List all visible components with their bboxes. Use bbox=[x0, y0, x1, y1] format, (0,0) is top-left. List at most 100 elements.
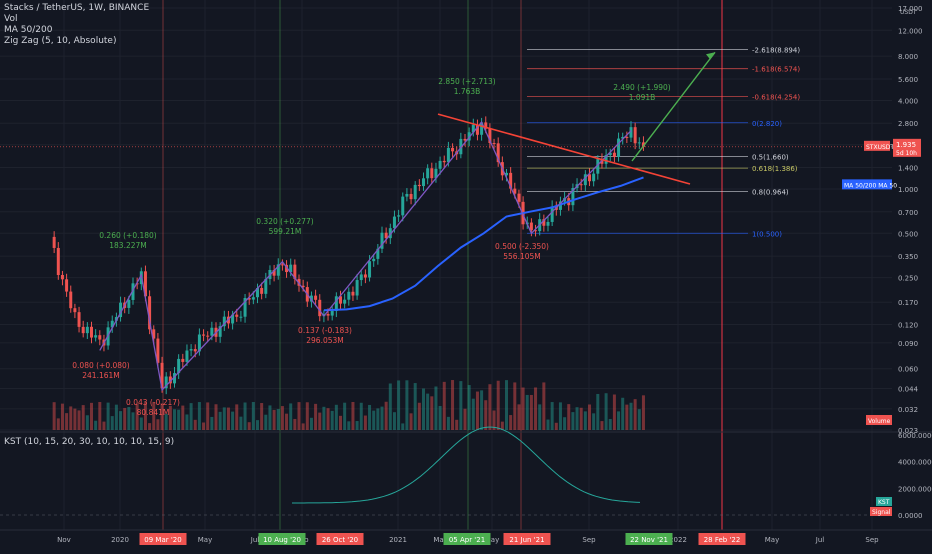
volume-bar bbox=[446, 416, 450, 430]
volume-bar bbox=[583, 411, 587, 430]
volume-bar bbox=[297, 402, 301, 430]
volume-bar bbox=[467, 385, 471, 430]
price-tick: 0.090 bbox=[898, 340, 918, 348]
volume-bar bbox=[513, 382, 517, 430]
vol-indicator-label[interactable]: Vol bbox=[4, 14, 18, 24]
zigzag-label-volume: 1.091B bbox=[629, 93, 656, 102]
candle-body bbox=[81, 326, 85, 334]
candle-body bbox=[492, 143, 496, 145]
date-badge-bg bbox=[503, 533, 551, 545]
date-badge-bg bbox=[258, 533, 306, 545]
fib-level-label: 1(0.500) bbox=[752, 230, 782, 238]
volume-bar bbox=[550, 402, 554, 430]
volume-badge: Volume bbox=[868, 418, 891, 425]
zigzag-label-volume: 599.21M bbox=[269, 227, 302, 236]
kst-line bbox=[292, 426, 641, 504]
price-tick: 0.350 bbox=[898, 253, 918, 261]
volume-bar bbox=[588, 404, 591, 430]
candle-body bbox=[330, 311, 334, 316]
volume-bar bbox=[131, 412, 135, 430]
volume-bar bbox=[106, 402, 110, 430]
candle-body bbox=[218, 326, 222, 337]
candle-body bbox=[480, 122, 484, 135]
candle-body bbox=[347, 291, 351, 300]
volume-bar bbox=[289, 403, 293, 430]
volume-bar bbox=[330, 410, 334, 430]
price-tick: 0.023 bbox=[898, 427, 918, 435]
candle-body bbox=[392, 216, 396, 229]
candle-body bbox=[164, 376, 168, 389]
price-tick: 0.170 bbox=[898, 299, 918, 307]
kst-indicator-label[interactable]: KST (10, 15, 20, 30, 10, 10, 10, 15, 9) bbox=[4, 437, 175, 447]
volume-bar bbox=[451, 380, 455, 430]
volume-bar bbox=[359, 402, 363, 430]
candle-body bbox=[633, 127, 637, 144]
date-badge-bg bbox=[443, 533, 491, 545]
volume-bar bbox=[114, 404, 118, 430]
candle-body bbox=[426, 168, 430, 179]
volume-bar bbox=[529, 394, 533, 430]
candle-body bbox=[343, 299, 347, 304]
volume-bar bbox=[309, 417, 313, 430]
ma50-line bbox=[323, 176, 644, 312]
volume-bar bbox=[168, 405, 172, 430]
time-tick: 2022 bbox=[669, 536, 687, 544]
candle-body bbox=[181, 358, 185, 362]
zigzag-indicator-label[interactable]: Zig Zag (5, 10, Absolute) bbox=[4, 36, 117, 46]
volume-bar bbox=[575, 407, 579, 430]
volume-bar bbox=[231, 411, 235, 430]
candle-body bbox=[85, 326, 89, 334]
zigzag-label-value: 0.320 (+0.277) bbox=[256, 217, 314, 226]
volume-bar bbox=[558, 402, 562, 430]
volume-bar bbox=[455, 419, 459, 430]
price-tick: 0.120 bbox=[898, 321, 918, 329]
volume-bar bbox=[301, 423, 305, 430]
volume-bar bbox=[222, 407, 226, 430]
volume-bar bbox=[488, 384, 492, 430]
candle-body bbox=[451, 147, 455, 152]
candle-body bbox=[438, 160, 442, 169]
candle-body bbox=[185, 350, 189, 362]
ma-badge: MA 50/200 MA 50 bbox=[844, 182, 897, 189]
date-badge: 21 Jun '21 bbox=[509, 536, 544, 544]
volume-bar bbox=[247, 422, 251, 430]
volume-bar bbox=[563, 417, 567, 430]
volume-bar bbox=[438, 406, 442, 430]
candle-body bbox=[488, 128, 492, 144]
candle-body bbox=[446, 147, 450, 163]
candle-body bbox=[496, 143, 500, 163]
volume-bar bbox=[272, 409, 276, 430]
volume-bar bbox=[401, 423, 405, 430]
volume-bar bbox=[152, 402, 156, 430]
candle-body bbox=[334, 296, 338, 312]
volume-bar bbox=[380, 406, 384, 430]
ma-indicator-label[interactable]: MA 50/200 bbox=[4, 25, 53, 35]
volume-bar bbox=[202, 422, 206, 430]
candle-body bbox=[318, 299, 322, 317]
candle-body bbox=[637, 142, 641, 144]
price-tick: 0.044 bbox=[898, 386, 919, 394]
volume-bar bbox=[139, 417, 143, 430]
candle-body bbox=[289, 264, 293, 273]
price-tick: 5.600 bbox=[898, 76, 918, 84]
candle-body bbox=[363, 274, 367, 278]
candle-body bbox=[484, 122, 488, 129]
volume-bar bbox=[56, 418, 60, 430]
candle-body bbox=[148, 296, 152, 330]
candle-body bbox=[430, 168, 434, 179]
volume-bar bbox=[148, 423, 152, 430]
zigzag-label-volume: 80.841M bbox=[137, 408, 170, 417]
volume-bar bbox=[388, 383, 392, 430]
volume-bar bbox=[85, 415, 89, 430]
date-badge: 09 Mar '20 bbox=[144, 536, 181, 544]
price-tick: 0.250 bbox=[898, 275, 918, 283]
price-tick: 0.060 bbox=[898, 366, 918, 374]
volume-bar bbox=[260, 403, 264, 430]
volume-bar bbox=[326, 408, 330, 430]
candle-body bbox=[405, 193, 409, 197]
kst-tick: 0.0000 bbox=[898, 512, 923, 520]
candle-body bbox=[542, 219, 546, 226]
volume-bar bbox=[197, 402, 201, 430]
candle-body bbox=[314, 295, 318, 300]
